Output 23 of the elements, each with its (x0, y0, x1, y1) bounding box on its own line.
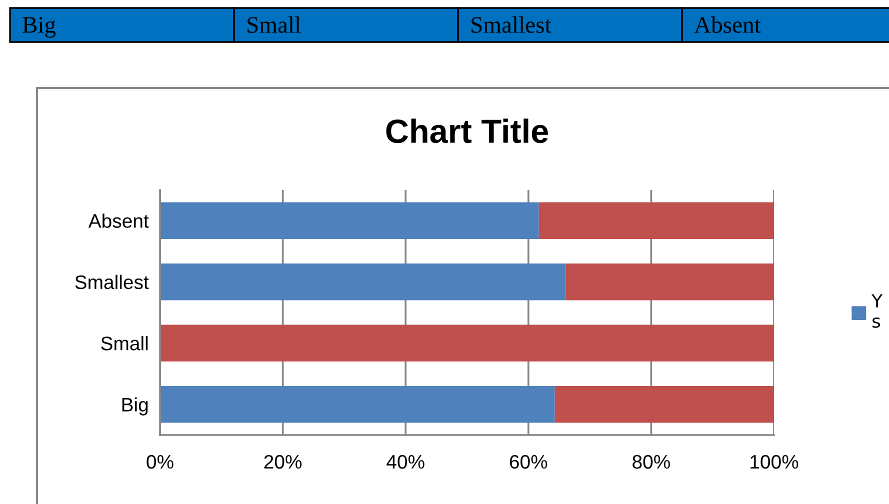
text: Smallest (472, 16, 552, 33)
text: Absent (694, 16, 761, 33)
y-tick-label: Big (122, 397, 148, 416)
x-tick-label: 60% (510, 454, 548, 469)
bar (538, 202, 774, 239)
bar (160, 264, 566, 300)
x-tick-label: 20% (264, 454, 302, 469)
text: Small (248, 16, 301, 33)
bar (160, 324, 774, 362)
chart-title: Chart Title (386, 118, 548, 144)
text: Big (22, 16, 56, 38)
x-tick-label: 0% (146, 454, 174, 469)
bar (566, 264, 774, 300)
y-tick-label: Smallest (75, 274, 149, 290)
x-tick-label: 80% (632, 454, 670, 469)
legend-label: Y s (871, 294, 883, 328)
bar (554, 386, 774, 423)
x-tick-label: 100% (750, 454, 798, 469)
bar (160, 386, 555, 423)
y-tick-label: Small (101, 336, 148, 350)
x-tick-label: 40% (386, 454, 424, 469)
y-tick-label: Absent (88, 214, 149, 228)
bar (160, 202, 539, 239)
